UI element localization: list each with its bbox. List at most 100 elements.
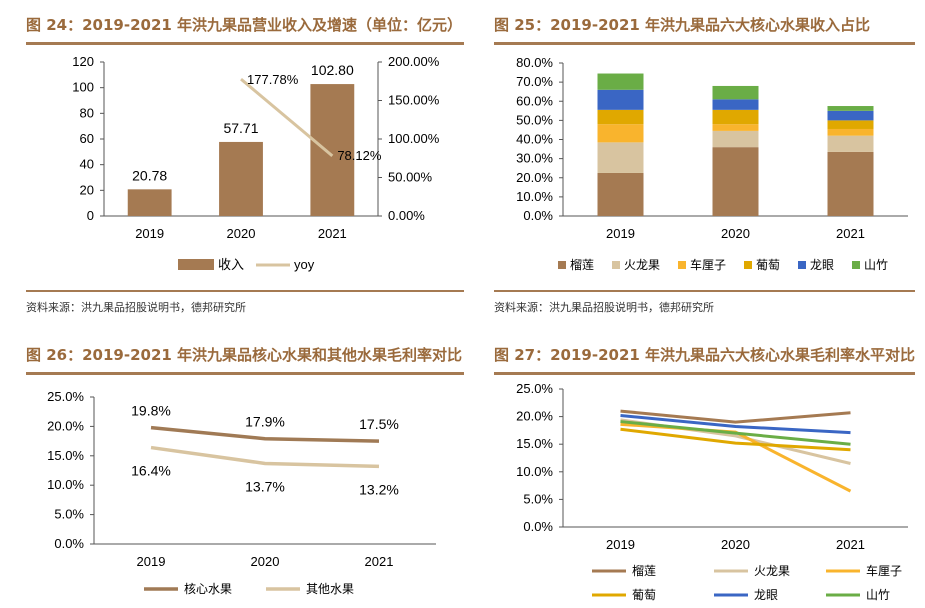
legend-label-mangosteen: 山竹 [866, 588, 890, 602]
stack-segment-dragon-fruit [712, 130, 759, 148]
source-note: 资料来源：洪九果品招股说明书，德邦研究所 [494, 301, 714, 314]
y-tick-label: 0.0% [523, 208, 553, 223]
line-grape [620, 427, 851, 452]
line-mangosteen [620, 420, 851, 446]
line-core-fruit [150, 425, 380, 443]
y-tick-label: 5.0% [523, 491, 553, 506]
y2-tick-label: 50.00% [388, 170, 433, 185]
x-tick-label: 2020 [721, 226, 750, 241]
y-tick-label: 25.0% [516, 381, 553, 396]
title-divider [494, 372, 915, 375]
legend-label-grape: 葡萄 [632, 588, 656, 602]
y2-tick-label: 150.00% [388, 93, 440, 108]
y-tick-label: 10.0% [516, 464, 553, 479]
y-tick-label: 20 [80, 182, 94, 197]
stack-segment-longan [827, 110, 874, 121]
x-tick-label: 2021 [318, 226, 347, 241]
stack-segment-longan [712, 99, 759, 110]
yoy-line [240, 77, 334, 157]
stack-segment-grape [712, 109, 759, 125]
bar-revenue [219, 141, 263, 216]
panel-gross-margin-compare: 图 26：2019-2021 年洪九果品核心水果和其他水果毛利率对比 0.0% 5… [26, 338, 464, 608]
title-divider [26, 42, 464, 45]
data-label-core-fruit: 17.9% [245, 414, 285, 430]
y-tick-label: 40 [80, 157, 94, 172]
legend-swatch-longan [798, 261, 806, 269]
y-tick-label: 80 [80, 105, 94, 120]
core-fruit-share-chart: 0.0% 10.0% 20.0% 30.0% 40.0% 50.0% 60.0% 70.0% 8… [516, 55, 908, 272]
y-tick-label: 100 [72, 80, 94, 95]
stack-segment-dragon-fruit [597, 142, 644, 173]
stack-segment-rose-apple [712, 124, 759, 131]
data-label-core-fruit: 17.5% [359, 416, 399, 432]
y-tick-label: 50.0% [516, 112, 553, 127]
y-tick-label: 0 [87, 208, 94, 223]
y-tick-label: 20.0% [516, 170, 553, 185]
x-tick-label: 2019 [137, 554, 166, 569]
source-divider [494, 290, 915, 292]
stack-segment-longan [597, 89, 644, 110]
y-tick-label: 70.0% [516, 74, 553, 89]
stack-segment-durian [712, 147, 759, 216]
chart-title: 图 26：2019-2021 年洪九果品核心水果和其他水果毛利率对比 [26, 346, 463, 364]
stack-segment-rose-apple [827, 128, 874, 136]
y-tick-label: 80.0% [516, 55, 553, 70]
y-tick-label: 10.0% [47, 477, 84, 492]
y2-tick-label: 0.00% [388, 208, 425, 223]
x-tick-label: 2020 [227, 226, 256, 241]
y-tick-label: 5.0% [54, 507, 84, 522]
x-tick-label: 2019 [135, 226, 164, 241]
stack-segment-rose-apple [597, 124, 644, 143]
chart-title: 图 27：2019-2021 年洪九果品六大核心水果毛利率水平对比 [494, 346, 916, 364]
y-tick-label: 60 [80, 131, 94, 146]
bar-revenue [310, 84, 355, 216]
line-longan [620, 414, 851, 435]
title-divider [494, 42, 915, 45]
legend-label-longan: 龙眼 [810, 258, 834, 272]
y-tick-label: 40.0% [516, 132, 553, 147]
legend-label-other-fruit: 其他水果 [306, 582, 354, 596]
y-tick-label: 15.0% [516, 436, 553, 451]
title-divider [26, 372, 464, 375]
yoy-data-label: 78.12% [337, 148, 382, 163]
y-tick-label: 0.0% [54, 536, 84, 551]
y-tick-label: 25.0% [47, 389, 84, 404]
stack-segment-dragon-fruit [827, 135, 874, 152]
source-note: 资料来源：洪九果品招股说明书，德邦研究所 [26, 301, 246, 314]
stack-segment-grape [597, 109, 644, 125]
panel-core-fruit-margin: 图 27：2019-2021 年洪九果品六大核心水果毛利率水平对比 0.0% 5.… [494, 338, 915, 608]
stack-segment-mangosteen [712, 85, 759, 100]
chart-title: 图 25：2019-2021 年洪九果品六大核心水果收入占比 [494, 16, 871, 34]
core-fruit-margin-chart: 0.0% 5.0% 10.0% 15.0% 20.0% 25.0% 2019 2020 2021… [516, 381, 908, 602]
data-label-other-fruit: 13.7% [245, 478, 285, 494]
legend-swatch-revenue [178, 259, 214, 270]
y-tick-label: 20.0% [516, 409, 553, 424]
x-tick-label: 2020 [721, 537, 750, 552]
y-tick-label: 60.0% [516, 93, 553, 108]
y-tick-label: 10.0% [516, 189, 553, 204]
chart-title: 图 24：2019-2021 年洪九果品营业收入及增速（单位：亿元） [26, 16, 463, 34]
stack-segment-mangosteen [827, 106, 874, 111]
revenue-chart: 0 20 40 60 80 100 120 0.00% 50.00% 100.00% 150.00%… [72, 54, 440, 272]
legend-label-durian: 榴莲 [632, 564, 656, 578]
y-tick-label: 30.0% [516, 151, 553, 166]
x-tick-label: 2021 [365, 554, 394, 569]
x-tick-label: 2020 [251, 554, 280, 569]
legend-swatch-mangosteen [852, 261, 860, 269]
source-divider [26, 290, 464, 292]
y2-tick-label: 200.00% [388, 54, 440, 69]
stack-segment-durian [827, 151, 874, 216]
legend-label-mangosteen: 山竹 [864, 258, 888, 272]
line-other-fruit [150, 445, 380, 469]
gross-margin-compare-chart: 0.0% 5.0% 10.0% 15.0% 20.0% 25.0% 2019 2020 2021… [47, 389, 436, 596]
legend-label-grape: 葡萄 [756, 258, 780, 272]
legend-label-rose-apple: 车厘子 [866, 563, 902, 578]
legend-label-core-fruit: 核心水果 [184, 582, 232, 596]
y-tick-label: 120 [72, 54, 94, 69]
bar-revenue [127, 189, 172, 216]
stack-segment-mangosteen [597, 73, 644, 90]
y2-tick-label: 100.00% [388, 131, 440, 146]
data-label-core-fruit: 19.8% [131, 403, 171, 419]
y-tick-label: 0.0% [523, 519, 553, 534]
x-tick-label: 2019 [606, 537, 635, 552]
